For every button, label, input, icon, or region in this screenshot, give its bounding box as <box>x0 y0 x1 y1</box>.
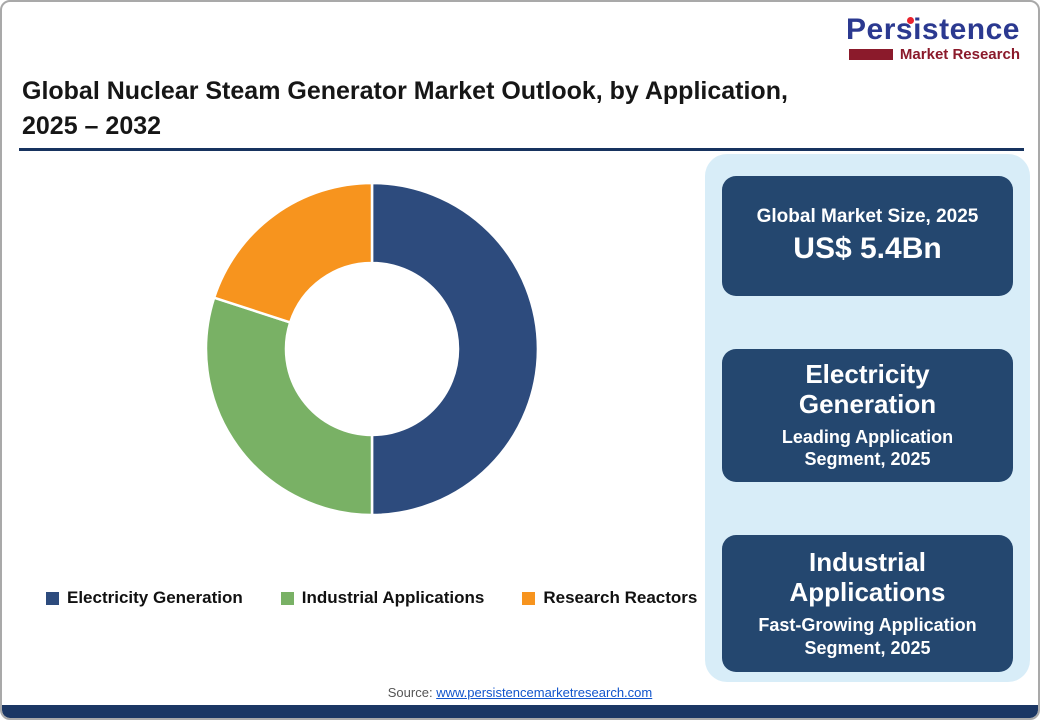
page-title: Global Nuclear Steam Generator Market Ou… <box>22 74 902 144</box>
source-link[interactable]: www.persistencemarketresearch.com <box>436 685 653 700</box>
logo-red-dot-icon <box>907 17 915 24</box>
card-market-size: Global Market Size, 2025 US$ 5.4Bn <box>722 176 1013 296</box>
source-line: Source: www.persistencemarketresearch.co… <box>2 685 1038 700</box>
card-leading-segment: Electricity Generation Leading Applicati… <box>722 348 1013 483</box>
page-title-line1: Global Nuclear Steam Generator Market Ou… <box>22 77 788 105</box>
legend-label-research-reactors: Research Reactors <box>543 588 698 607</box>
logo-wordmark: Persistence <box>846 14 1020 46</box>
leading-segment-title: Electricity Generation <box>798 359 937 420</box>
bottom-accent-bar <box>2 705 1038 718</box>
leading-segment-subtitle: Leading Application Segment, 2025 <box>781 426 954 470</box>
highlights-panel: Global Market Size, 2025 US$ 5.4Bn Elect… <box>705 154 1030 682</box>
legend-item-research-reactors: Research Reactors <box>522 588 697 608</box>
chart-legend: Electricity Generation Industrial Applic… <box>46 588 697 608</box>
card-fast-growing-segment: Industrial Applications Fast-Growing App… <box>722 535 1013 672</box>
legend-label-industrial-applications: Industrial Applications <box>301 588 485 607</box>
donut-chart <box>200 177 544 521</box>
legend-item-electricity-generation: Electricity Generation <box>46 588 243 608</box>
market-size-label: Global Market Size, 2025 <box>756 205 979 227</box>
donut-chart-svg <box>204 181 540 517</box>
fast-growing-segment-subtitle: Fast-Growing Application Segment, 2025 <box>758 615 977 658</box>
logo-subtitle-text: Market Research <box>899 45 1020 63</box>
legend-swatch-electricity-generation <box>46 591 59 605</box>
page-title-line2: 2025 – 2032 <box>22 112 162 140</box>
pmr-logo: Persistence Market Research <box>846 14 1020 62</box>
fast-growing-segment-title: Industrial Applications <box>789 547 946 608</box>
source-label: Source: <box>387 685 433 700</box>
logo-maroon-bar <box>848 48 893 60</box>
legend-swatch-research-reactors <box>522 591 536 605</box>
title-divider <box>19 148 1024 151</box>
legend-label-electricity-generation: Electricity Generation <box>67 588 243 607</box>
legend-swatch-industrial-applications <box>280 591 294 605</box>
legend-item-industrial-applications: Industrial Applications <box>280 588 485 608</box>
market-size-value: US$ 5.4Bn <box>793 231 942 265</box>
logo-name-text: Persistence <box>846 13 1020 46</box>
logo-subtitle-row: Market Research <box>846 45 1020 63</box>
